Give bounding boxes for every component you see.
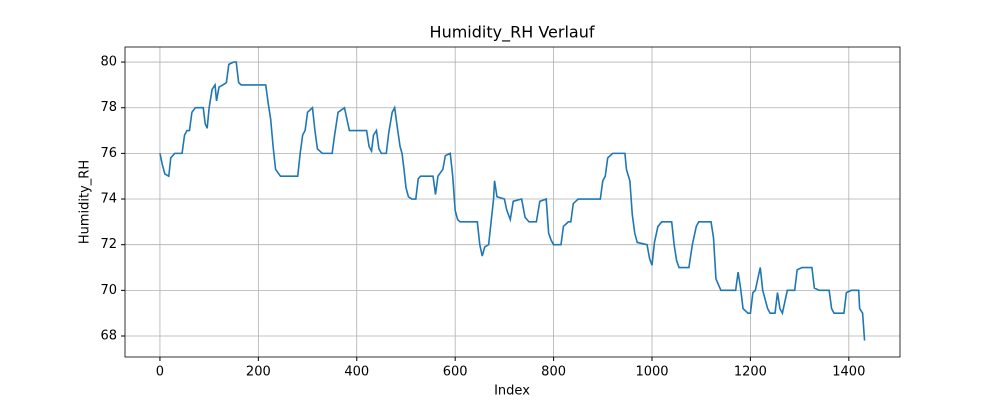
x-tick-label: 1000 — [635, 365, 668, 380]
y-tick-label: 76 — [100, 146, 117, 161]
x-axis-label: Index — [494, 384, 530, 399]
x-tick-label: 800 — [541, 365, 566, 380]
y-tick-label: 74 — [100, 192, 117, 207]
x-tick-label: 0 — [156, 365, 164, 380]
y-tick-label: 72 — [100, 237, 117, 252]
y-tick-label: 70 — [100, 283, 117, 298]
plot-frame — [124, 46, 901, 358]
x-tick-label: 1400 — [832, 365, 865, 380]
x-tick-label: 600 — [443, 365, 468, 380]
x-tick-label: 1200 — [734, 365, 767, 380]
data-line — [159, 61, 866, 341]
y-axis-label: Humidity_RH — [78, 160, 93, 244]
x-tick-label: 400 — [344, 365, 369, 380]
y-tick-label: 80 — [100, 55, 117, 70]
chart-title: Humidity_RH Verlauf — [430, 23, 595, 43]
x-tick-label: 200 — [246, 365, 271, 380]
y-tick-label: 78 — [100, 100, 117, 115]
y-tick-label: 68 — [100, 328, 117, 343]
